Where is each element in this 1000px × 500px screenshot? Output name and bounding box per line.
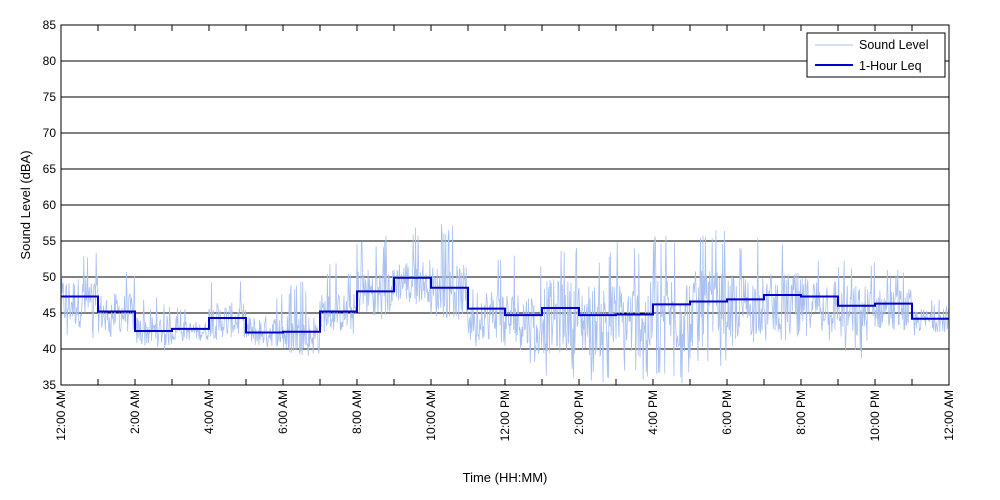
x-tick-label: 2:00 PM [572,390,586,435]
axes [60,24,950,386]
x-tick-label: 6:00 AM [276,390,290,434]
legend-label-1-hour-leq: 1-Hour Leq [859,59,922,73]
y-tick-label: 45 [43,306,57,320]
x-tick-label: 4:00 AM [202,390,216,434]
tick-labels: 35 40 45 50 55 60 65 70 75 80 85 12:00 AM 2:00 AM 4:0… [43,18,956,441]
y-tick-label: 70 [43,126,57,140]
y-tick-label: 35 [43,378,57,392]
x-tick-label: 10:00 PM [868,390,882,441]
y-tick-label: 55 [43,234,57,248]
y-tick-label: 40 [43,342,57,356]
grid-lines [61,60,949,350]
y-tick-label: 80 [43,54,57,68]
x-tick-label: 12:00 AM [54,390,68,441]
x-tick-label: 6:00 PM [720,390,734,435]
y-tick-label: 75 [43,90,57,104]
x-tick-label: 4:00 PM [646,390,660,435]
legend-box [806,32,946,78]
y-tick-label: 85 [43,18,57,32]
series-sound-level [60,223,950,384]
x-tick-label: 12:00 AM [942,390,956,441]
data-layer [60,223,950,384]
y-tick-label: 60 [43,198,57,212]
x-axis-title: Time (HH:MM) [463,470,548,485]
legend-label-sound-level: Sound Level [859,38,929,52]
x-tick-label: 8:00 AM [350,390,364,434]
x-tick-label: 12:00 PM [498,390,512,441]
series-1-hour-leq [61,276,949,334]
legend: Sound Level 1-Hour Leq [806,32,946,78]
x-tick-label: 10:00 AM [424,390,438,441]
y-axis-title: Sound Level (dBA) [18,150,33,259]
y-tick-label: 50 [43,270,57,284]
x-tick-label: 2:00 AM [128,390,142,434]
x-tick-label: 8:00 PM [794,390,808,435]
y-tick-label: 65 [43,162,57,176]
